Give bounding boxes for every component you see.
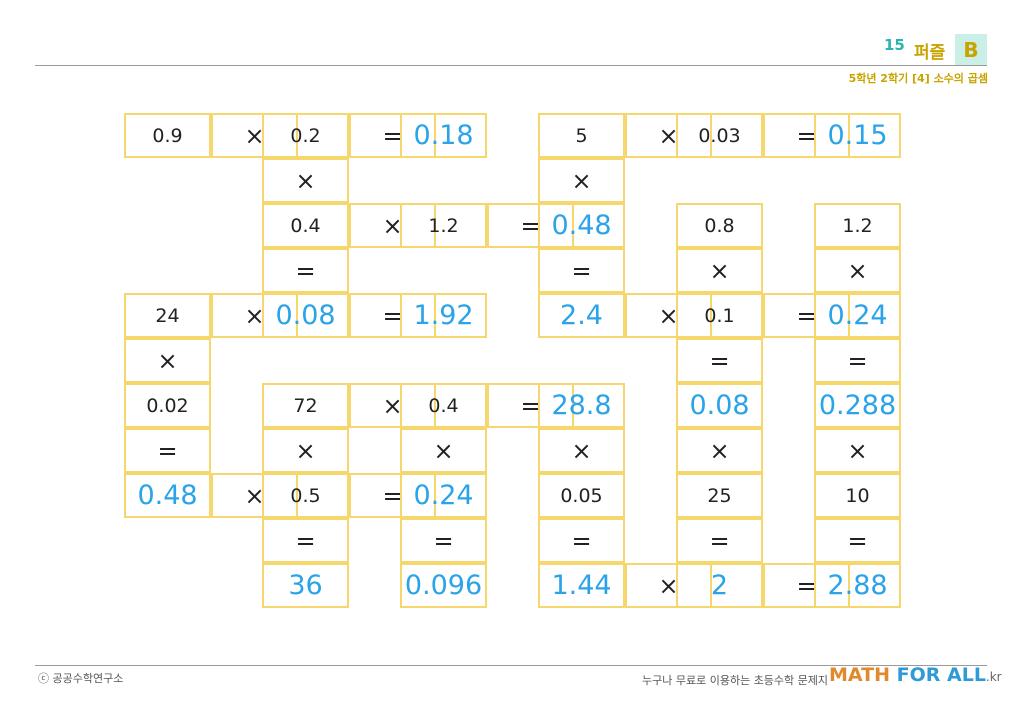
equals-operator: = (538, 248, 625, 293)
equals-operator: = (349, 113, 436, 158)
multiply-operator: × (400, 428, 487, 473)
equals-operator: = (124, 428, 211, 473)
puzzle-cell-answer: 0.288 (814, 383, 901, 428)
multiply-operator: × (262, 158, 349, 203)
unit-subtitle: 5학년 2학기 [4] 소수의 곱셈 (848, 72, 988, 85)
equals-operator: = (676, 518, 763, 563)
equals-operator: = (676, 338, 763, 383)
puzzle-cell-given: 72 (262, 383, 349, 428)
puzzle-cell-answer: 1.44 (538, 563, 625, 608)
multiply-operator: × (676, 248, 763, 293)
multiply-operator: × (124, 338, 211, 383)
multiply-operator: × (211, 113, 298, 158)
puzzle-cell-answer: 0.48 (538, 203, 625, 248)
equals-operator: = (349, 473, 436, 518)
multiply-operator: × (625, 293, 712, 338)
multiply-operator: × (538, 158, 625, 203)
multiply-operator: × (349, 383, 436, 428)
puzzle-cell-given: 25 (676, 473, 763, 518)
multiply-operator: × (625, 113, 712, 158)
puzzle-cell-given: 0.1 (676, 293, 763, 338)
brand-math: MATH (829, 664, 890, 686)
multiply-operator: × (676, 428, 763, 473)
multiply-operator: × (625, 563, 712, 608)
equals-operator: = (487, 383, 574, 428)
equals-operator: = (538, 518, 625, 563)
equals-operator: = (487, 203, 574, 248)
puzzle-cell-answer: 28.8 (538, 383, 625, 428)
bottom-divider (35, 665, 987, 666)
puzzle-cell-given: 0.2 (262, 113, 349, 158)
equals-operator: = (814, 338, 901, 383)
equals-operator: = (814, 518, 901, 563)
equals-operator: = (763, 113, 850, 158)
brand-forall: FOR ALL (896, 664, 986, 686)
equals-operator: = (763, 293, 850, 338)
puzzle-cell-answer: 1.92 (400, 293, 487, 338)
level-badge: B (955, 34, 987, 66)
puzzle-cell-answer: 2 (676, 563, 763, 608)
puzzle-cell-given: 0.02 (124, 383, 211, 428)
puzzle-cell-given: 0.03 (676, 113, 763, 158)
puzzle-cell-given: 0.8 (676, 203, 763, 248)
equals-operator: = (262, 248, 349, 293)
puzzle-number: 15 (884, 36, 905, 54)
equals-operator: = (400, 518, 487, 563)
puzzle-cell-given: 1.2 (400, 203, 487, 248)
multiply-operator: × (262, 428, 349, 473)
puzzle-cell-given: 0.4 (262, 203, 349, 248)
puzzle-cell-answer: 0.48 (124, 473, 211, 518)
puzzle-cell-given: 0.05 (538, 473, 625, 518)
multiply-operator: × (538, 428, 625, 473)
puzzle-cell-answer: 2.4 (538, 293, 625, 338)
puzzle-cell-answer: 2.88 (814, 563, 901, 608)
puzzle-cell-given: 5 (538, 113, 625, 158)
puzzle-cell-answer: 0.24 (814, 293, 901, 338)
puzzle-cell-given: 10 (814, 473, 901, 518)
puzzle-cell-answer: 0.08 (262, 293, 349, 338)
puzzle-cell-given: 0.9 (124, 113, 211, 158)
multiply-operator: × (814, 248, 901, 293)
puzzle-cell-answer: 0.24 (400, 473, 487, 518)
copyright-text: ⓒ 공공수학연구소 (38, 672, 124, 685)
puzzle-cell-answer: 0.18 (400, 113, 487, 158)
footer-tagline: 누구나 무료로 이용하는 초등수학 문제지 (642, 674, 829, 687)
top-divider (35, 65, 987, 66)
puzzle-cell-given: 0.4 (400, 383, 487, 428)
multiply-operator: × (211, 293, 298, 338)
multiply-operator: × (349, 203, 436, 248)
puzzle-cell-given: 1.2 (814, 203, 901, 248)
puzzle-cell-answer: 0.15 (814, 113, 901, 158)
puzzle-cell-answer: 0.08 (676, 383, 763, 428)
puzzle-cell-given: 24 (124, 293, 211, 338)
puzzle-cell-answer: 36 (262, 563, 349, 608)
page-title: 퍼즐 (914, 43, 946, 63)
brand-domain: .kr (985, 670, 1002, 684)
puzzle-cell-given: 0.5 (262, 473, 349, 518)
puzzle-cell-answer: 0.096 (400, 563, 487, 608)
multiply-operator: × (211, 473, 298, 518)
brand-logo: MATH FOR ALL.kr (829, 664, 1002, 686)
multiply-operator: × (814, 428, 901, 473)
equals-operator: = (763, 563, 850, 608)
equals-operator: = (349, 293, 436, 338)
equals-operator: = (262, 518, 349, 563)
